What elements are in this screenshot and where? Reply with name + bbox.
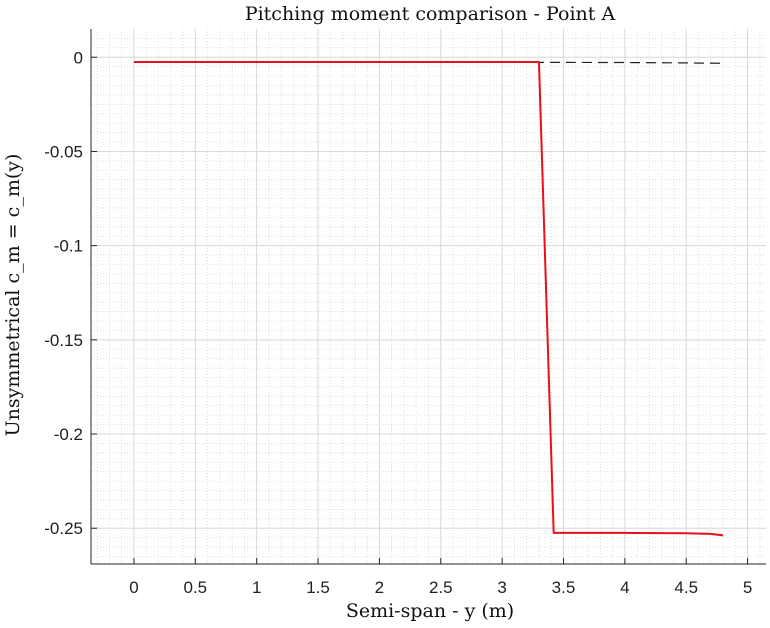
x-tick-label: 3.5 — [552, 578, 576, 597]
major-grid — [91, 29, 766, 564]
y-tick-label: -0.1 — [54, 237, 83, 256]
x-tick-labels: 0 0.5 1 1.5 2 2.5 3 3.5 4 4.5 5 — [129, 578, 752, 597]
x-tick-label: 4 — [620, 578, 629, 597]
y-tick-label: -0.25 — [44, 519, 83, 538]
x-tick-label: 0.5 — [183, 578, 207, 597]
y-tick-labels: 0 -0.05 -0.1 -0.15 -0.2 -0.25 — [44, 48, 83, 538]
x-tick-label: 2 — [375, 578, 384, 597]
series-layer — [133, 60, 724, 537]
y-tick-label: 0 — [74, 48, 83, 67]
solid-series-line — [133, 60, 724, 537]
x-tick-label: 1.5 — [306, 578, 330, 597]
y-axis-label: Unsymmetrical c_m = c_m(y) — [2, 154, 24, 437]
x-tick-label: 2.5 — [429, 578, 453, 597]
y-tick-label: -0.05 — [44, 142, 83, 161]
x-tick-label: 1 — [252, 578, 261, 597]
x-tick-label: 3 — [497, 578, 506, 597]
y-tick-label: -0.2 — [54, 425, 83, 444]
x-tick-label: 4.5 — [674, 578, 698, 597]
axes-lines — [90, 29, 766, 565]
x-tick-label: 0 — [129, 578, 138, 597]
x-tick-label: 5 — [743, 578, 752, 597]
chart-title: Pitching moment comparison - Point A — [245, 3, 616, 25]
plot-area — [90, 29, 766, 565]
y-tick-label: -0.15 — [44, 331, 83, 350]
x-axis-label: Semi-span - y (m) — [346, 600, 514, 622]
